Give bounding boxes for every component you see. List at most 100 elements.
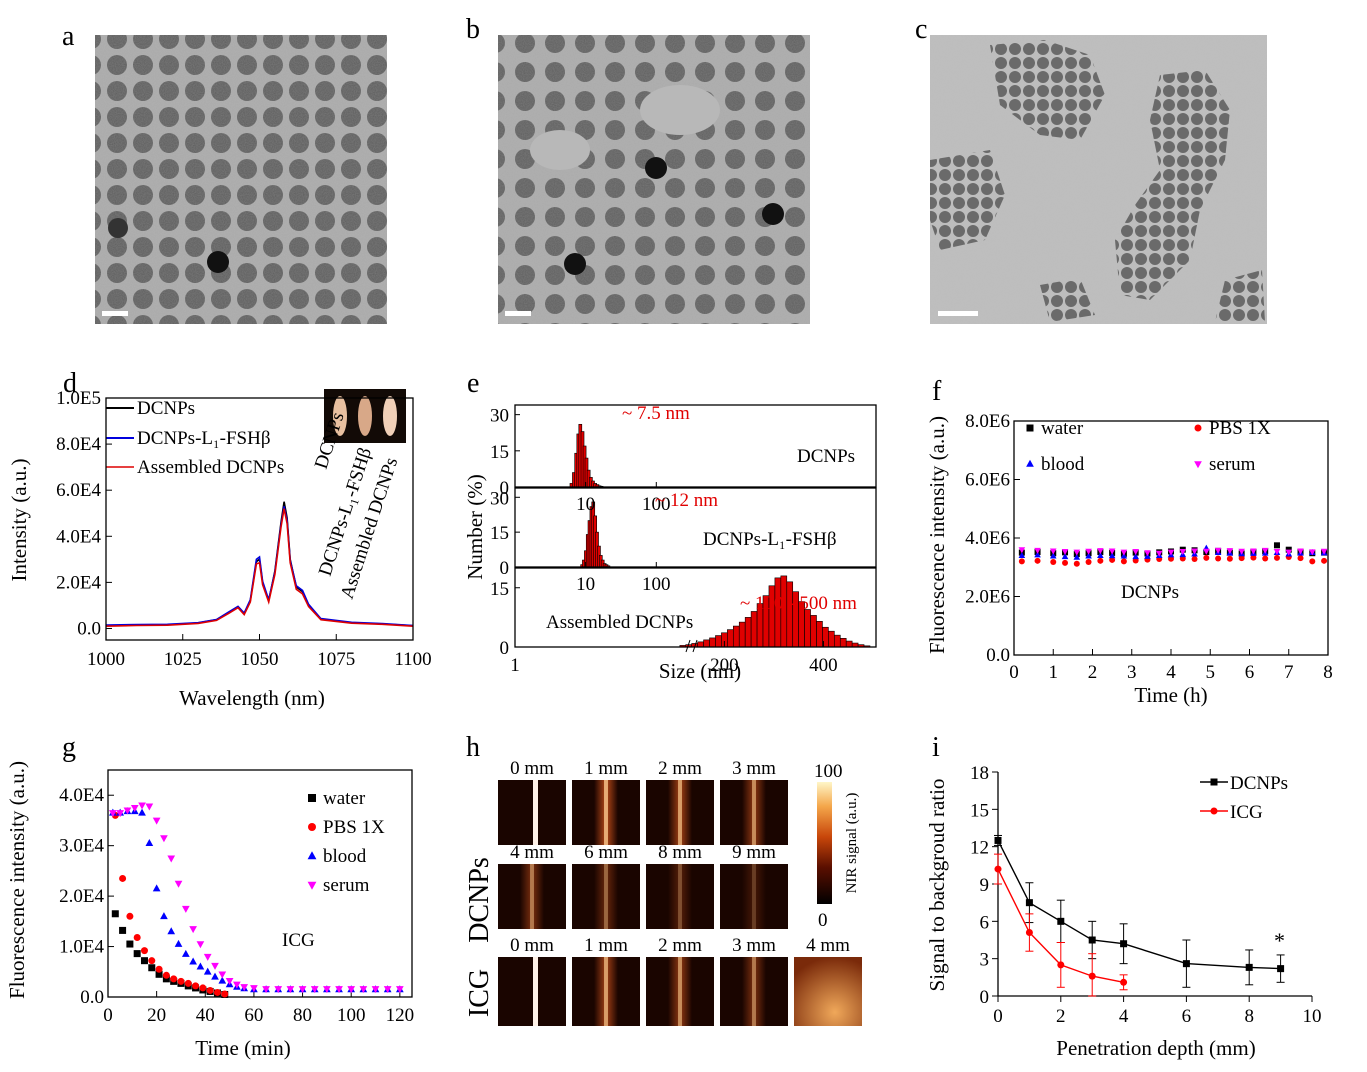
data-point bbox=[233, 981, 241, 989]
series-label: Assembled DCNPs bbox=[546, 612, 693, 633]
axis-break bbox=[685, 639, 698, 653]
data-point bbox=[1120, 940, 1128, 948]
x-tick-label: 8 bbox=[1323, 662, 1333, 683]
legend-label: blood bbox=[1041, 454, 1085, 475]
data-point bbox=[1132, 553, 1139, 560]
data-point bbox=[1210, 778, 1218, 786]
histogram-bar bbox=[738, 621, 746, 648]
signal-core bbox=[604, 864, 608, 929]
signal-core bbox=[678, 957, 682, 1026]
x-tick-label: 6 bbox=[1182, 1006, 1192, 1027]
histogram-bar bbox=[804, 609, 811, 648]
signal-glow bbox=[794, 957, 862, 1026]
depth-label: 4 mm bbox=[806, 935, 850, 956]
data-point bbox=[211, 972, 219, 980]
data-point bbox=[310, 986, 319, 994]
data-point bbox=[1061, 549, 1069, 556]
signal-band bbox=[520, 864, 544, 929]
data-point bbox=[1132, 549, 1139, 556]
y-tick-label: 0.0 bbox=[986, 645, 1010, 666]
chart-annotation: ICG bbox=[282, 930, 315, 951]
data-point bbox=[1049, 552, 1057, 559]
axis-lines bbox=[997, 772, 1312, 997]
nir-image-tile: 3 mm bbox=[720, 935, 788, 1026]
y-tick-label: 0 bbox=[500, 638, 510, 659]
x-tick-label: 200 bbox=[710, 655, 739, 676]
y-tick-label: 3.0E4 bbox=[59, 836, 104, 857]
series-line bbox=[105, 508, 414, 627]
histogram-bar bbox=[709, 637, 716, 648]
data-point bbox=[1085, 548, 1092, 555]
colorbar-label: NIR signal (a.u.) bbox=[844, 793, 860, 894]
data-point bbox=[1120, 558, 1127, 565]
x-tick-label: 60 bbox=[244, 1005, 263, 1026]
x-tick-label: 4 bbox=[1119, 1006, 1129, 1027]
nir-image-tile: 4 mm bbox=[498, 842, 566, 929]
x-tick-label: 3 bbox=[1127, 662, 1137, 683]
y-tick-label: 8.0E6 bbox=[965, 411, 1010, 432]
data-point bbox=[189, 926, 197, 934]
x-tick-label: 100 bbox=[642, 574, 671, 595]
colorbar-min: 0 bbox=[818, 910, 828, 931]
nir-image-tile: 8 mm bbox=[646, 842, 714, 929]
data-point bbox=[152, 884, 161, 892]
data-point bbox=[167, 927, 176, 935]
x-tick-label: 6 bbox=[1245, 662, 1255, 683]
depth-label: 2 mm bbox=[658, 758, 702, 779]
legend-label: serum bbox=[1209, 454, 1256, 475]
chart-i: 0 3 6 9 12 15 18 0 2 4 6 8 10 Penetration depth (mm)… bbox=[925, 763, 1322, 1060]
depth-label: 0 mm bbox=[510, 935, 554, 956]
plot-frame bbox=[514, 567, 877, 648]
x-tick-label: 10 bbox=[576, 574, 595, 595]
data-point bbox=[199, 984, 207, 992]
data-point bbox=[162, 975, 170, 983]
x-tick-label: 1100 bbox=[394, 649, 431, 670]
x-tick-label: 1025 bbox=[164, 649, 202, 670]
panel-label-c: c bbox=[915, 14, 927, 45]
data-point bbox=[225, 978, 234, 986]
depth-label: 3 mm bbox=[732, 935, 776, 956]
data-point bbox=[1203, 548, 1210, 555]
x-axis-label: Time (min) bbox=[195, 1036, 290, 1060]
data-point bbox=[1062, 559, 1069, 566]
nir-image-tile: 0 mm bbox=[498, 758, 566, 845]
x-axis-label: Size (nm) bbox=[659, 659, 741, 683]
y-axis-label: Intensity (a.u.) bbox=[7, 458, 31, 581]
data-point bbox=[250, 985, 258, 993]
data-point bbox=[181, 905, 190, 913]
signal-band bbox=[668, 864, 692, 929]
data-point bbox=[1273, 542, 1280, 549]
data-point bbox=[145, 803, 154, 811]
data-point bbox=[1144, 550, 1151, 557]
x-tick-label: 10 bbox=[576, 494, 595, 515]
data-point bbox=[1108, 548, 1116, 555]
size-annotation: ~ 12 nm bbox=[655, 490, 718, 511]
data-point bbox=[1061, 553, 1069, 560]
data-point bbox=[1321, 557, 1328, 564]
legend-label: water bbox=[1041, 418, 1084, 439]
data-point bbox=[155, 970, 163, 978]
legend-label: DCNPs-L₁-FSHβ bbox=[137, 428, 270, 449]
x-tick-label: 0 bbox=[1009, 662, 1019, 683]
panel-label-g: g bbox=[62, 732, 76, 763]
data-point bbox=[174, 880, 183, 888]
data-point bbox=[192, 982, 200, 990]
depth-label: 4 mm bbox=[510, 842, 554, 863]
data-point bbox=[1182, 960, 1190, 968]
data-point bbox=[155, 965, 163, 973]
tile-background bbox=[498, 957, 566, 1026]
data-point bbox=[123, 807, 132, 815]
data-point bbox=[170, 975, 178, 983]
y-tick-label: 6 bbox=[980, 912, 990, 933]
y-axis-label: Number (%) bbox=[463, 474, 487, 580]
histogram-bar bbox=[816, 621, 823, 648]
x-tick-label: 80 bbox=[293, 1005, 312, 1026]
signal-core bbox=[752, 780, 756, 845]
data-point bbox=[109, 810, 117, 818]
data-point bbox=[116, 810, 125, 818]
y-tick-label: 4.0E4 bbox=[56, 526, 101, 547]
data-point bbox=[1073, 560, 1080, 567]
depth-label: 8 mm bbox=[658, 842, 702, 863]
signal-core bbox=[604, 957, 608, 1026]
data-point bbox=[130, 805, 139, 813]
